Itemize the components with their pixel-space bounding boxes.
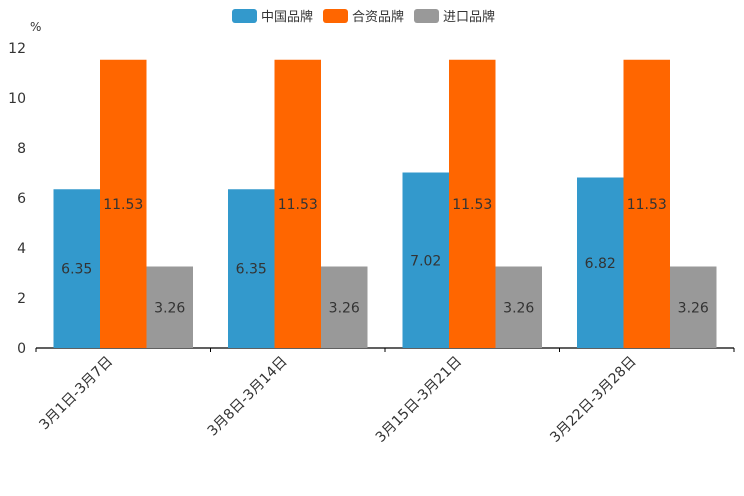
y-tick-label: 4 (17, 241, 26, 257)
data-label: 6.35 (236, 262, 267, 278)
data-label: 11.53 (278, 197, 318, 213)
bar-joint-venture (100, 59, 147, 348)
data-label: 6.82 (585, 256, 616, 272)
y-tick-label: 6 (17, 191, 26, 207)
bar-import (321, 266, 368, 348)
bar-china (53, 189, 100, 348)
bar-china (577, 177, 624, 348)
x-tick-label: 3月1日-3月7日 (36, 354, 116, 434)
y-tick-label: 10 (8, 91, 26, 107)
legend-swatch-china-brand (232, 8, 257, 23)
data-label: 11.53 (627, 197, 667, 213)
legend-swatch-import-brand (414, 8, 440, 23)
legend-item-china-brand[interactable]: 中国品牌 (232, 6, 313, 25)
y-tick-label: 12 (8, 41, 26, 57)
legend-swatch-joint-venture-brand (323, 8, 349, 23)
bar-import (670, 266, 717, 348)
data-label: 7.02 (410, 253, 441, 269)
bar-joint-venture (623, 59, 670, 348)
y-axis-unit: % (30, 20, 42, 34)
legend-label-china-brand: 中国品牌 (261, 10, 314, 25)
data-label: 3.26 (154, 300, 185, 316)
legend-label-joint-venture-brand: 合资品牌 (352, 10, 405, 25)
x-tick-label: 3月15日-3月21日 (373, 354, 465, 446)
bar-joint-venture (449, 59, 496, 348)
bar-china (402, 172, 449, 348)
x-tick-label: 3月22日-3月28日 (547, 354, 639, 446)
data-label: 3.26 (329, 300, 360, 316)
bar-import (495, 266, 542, 348)
data-label: 6.35 (61, 262, 92, 278)
data-label: 11.53 (452, 197, 492, 213)
legend-item-import-brand[interactable]: 进口品牌 (414, 6, 495, 25)
legend: 中国品牌 合资品牌 进口品牌 (232, 6, 495, 25)
data-label: 3.26 (503, 300, 534, 316)
data-label: 11.53 (103, 197, 143, 213)
legend-label-import-brand: 进口品牌 (443, 10, 496, 25)
bar-import (146, 266, 193, 348)
y-tick-label: 0 (17, 341, 26, 357)
bar-china (228, 189, 275, 348)
x-tick-label: 3月8日-3月14日 (205, 354, 291, 440)
y-tick-label: 8 (17, 141, 26, 157)
bar-joint-venture (274, 59, 321, 348)
data-label: 3.26 (678, 300, 709, 316)
y-tick-label: 2 (17, 291, 26, 307)
legend-item-joint-venture-brand[interactable]: 合资品牌 (323, 6, 404, 25)
